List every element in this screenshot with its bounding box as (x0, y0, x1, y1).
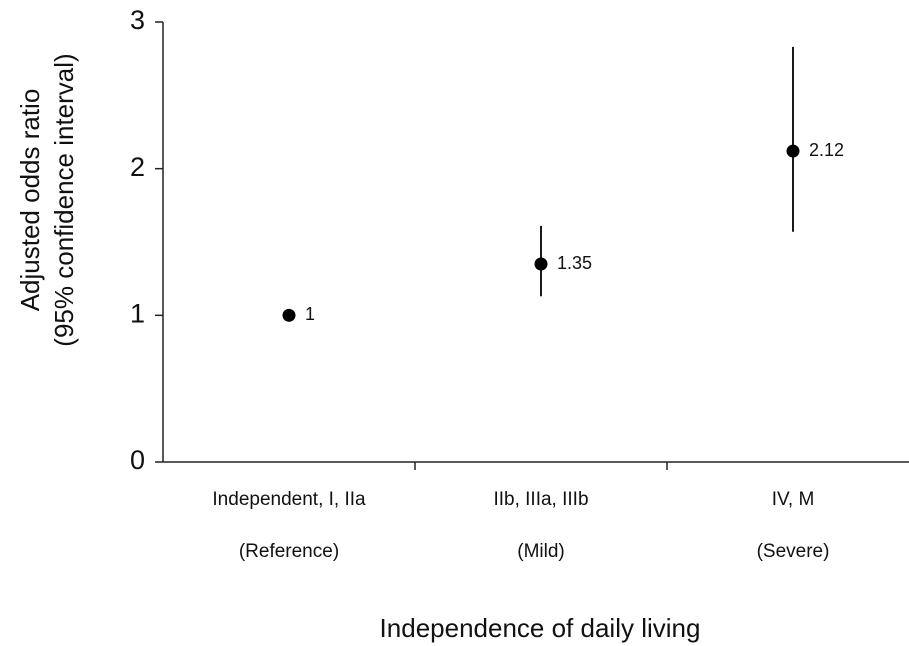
y-tick-label: 1 (130, 298, 145, 328)
point (534, 257, 548, 271)
x-tick-label: (Severe) (757, 541, 830, 562)
y-tick-label: 0 (130, 445, 145, 475)
point (282, 308, 296, 322)
x-tick-label: Independent, I, IIa (212, 489, 366, 510)
y-axis-label: (95% confidence interval) (49, 53, 79, 346)
y-axis-label: Adjusted odds ratio (15, 89, 45, 312)
value-label: 1 (305, 304, 315, 324)
value-label: 2.12 (809, 140, 844, 160)
y-tick-label: 3 (130, 5, 145, 35)
point (786, 144, 800, 158)
x-tick-label: IIb, IIIa, IIIb (493, 489, 588, 510)
x-tick-label: (Reference) (239, 541, 339, 562)
value-label: 1.35 (557, 253, 592, 273)
x-axis-label: Independence of daily living (380, 613, 701, 643)
x-tick-label: (Mild) (517, 541, 565, 562)
y-tick-label: 2 (130, 152, 145, 182)
x-tick-label: IV, M (772, 489, 815, 510)
